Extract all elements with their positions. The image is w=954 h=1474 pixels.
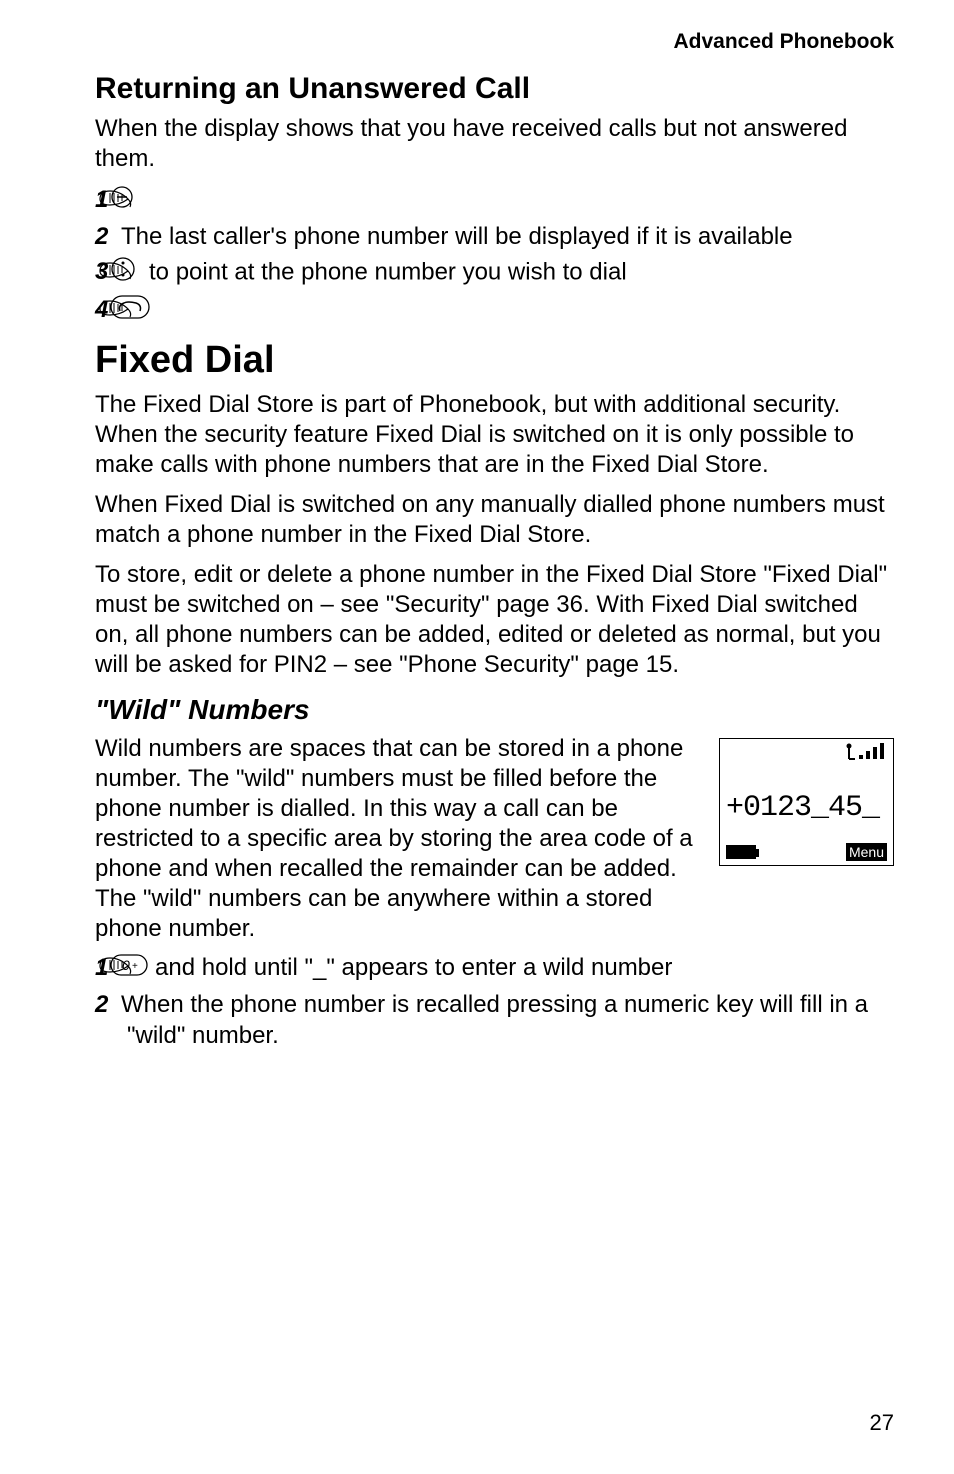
fixed-para-2: When Fixed Dial is switched on any manua… <box>95 490 894 550</box>
screen-number: +0123_45_ <box>726 791 879 825</box>
step-2: 2The last caller's phone number will be … <box>95 221 894 252</box>
page-header: Advanced Phonebook <box>95 30 894 54</box>
fixed-para-1: The Fixed Dial Store is part of Phoneboo… <box>95 390 894 480</box>
step-3-text: to point at the phone number you wish to… <box>142 258 626 285</box>
section-returning-intro: When the display shows that you have rec… <box>95 114 894 174</box>
section-fixed-title: Fixed Dial <box>95 339 894 382</box>
step-4: 4 <box>95 294 894 327</box>
wild-step-1: 1 0+ and hold until "_" appears to enter… <box>95 952 894 985</box>
wild-para: Wild numbers are spaces that can be stor… <box>95 734 701 944</box>
section-returning-title: Returning an Unanswered Call <box>95 72 894 106</box>
wild-step-1-text: and hold until "_" appears to enter a wi… <box>148 954 672 981</box>
call-key-icon <box>142 295 150 327</box>
menu-label: Menu <box>846 843 887 861</box>
step-1: 1 <box>95 184 894 217</box>
svg-text:+: + <box>132 961 138 972</box>
step-3: 3 to point at the phone number you wish … <box>95 256 894 290</box>
wild-step-2: 2When the phone number is recalled press… <box>95 989 894 1051</box>
wild-steps: 1 0+ and hold until "_" appears to enter… <box>95 952 894 1051</box>
phone-screen: +0123_45_ Menu <box>719 738 894 866</box>
step-2-text: The last caller's phone number will be d… <box>121 223 793 250</box>
fixed-para-3: To store, edit or delete a phone number … <box>95 560 894 680</box>
returning-steps: 1 2The last caller's phone number will b… <box>95 184 894 327</box>
battery-icon <box>726 845 756 859</box>
wild-step-2-text: When the phone number is recalled pressi… <box>121 991 868 1049</box>
signal-icon <box>843 743 887 766</box>
section-wild-title: "Wild" Numbers <box>95 694 894 726</box>
page-number: 27 <box>870 1410 894 1436</box>
svg-text:0: 0 <box>122 957 130 973</box>
